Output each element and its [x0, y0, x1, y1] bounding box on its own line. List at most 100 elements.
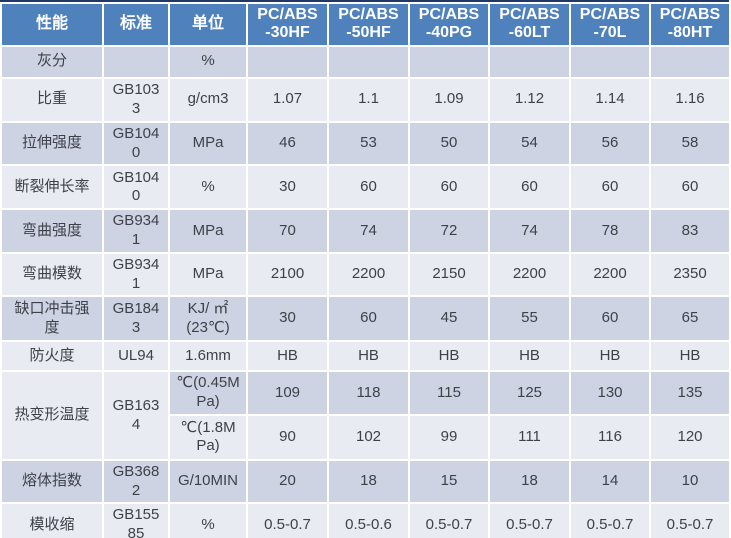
value-cell: 53 [327, 120, 410, 167]
standard-cell [102, 44, 170, 79]
standard-cell: GB3682 [102, 458, 170, 505]
value-cell: 60 [327, 164, 410, 211]
value-cell: 60 [327, 295, 410, 343]
property-cell: 灰分 [0, 44, 104, 79]
standard-cell: GB15585 [102, 502, 170, 538]
value-cell: 72 [408, 208, 490, 254]
unit-cell: 1.6mm [168, 340, 248, 373]
unit-cell: MPa [168, 120, 248, 167]
value-cell: HB [246, 340, 329, 373]
value-cell: 58 [649, 120, 731, 167]
value-cell: 135 [649, 370, 731, 416]
value-cell: 115 [408, 370, 490, 416]
value-cell: 109 [246, 370, 329, 416]
table-row: ℃(1.8MPa) 90 102 99 111 116 120 [1, 413, 731, 461]
standard-cell: GB1040 [102, 164, 170, 211]
header-grade-60lt: PC/ABS -60LT [488, 2, 571, 47]
value-cell: 30 [246, 295, 329, 343]
value-cell: 0.5-0.7 [569, 502, 651, 538]
unit-cell: g/cm3 [168, 76, 248, 123]
property-cell: 热变形温度 [0, 370, 104, 461]
value-cell: HB [649, 340, 731, 373]
property-cell: 熔体指数 [0, 458, 104, 505]
property-cell: 拉伸强度 [0, 120, 104, 167]
value-cell: 118 [327, 370, 410, 416]
value-cell: 2200 [327, 251, 410, 298]
value-cell: 1.16 [649, 76, 731, 123]
value-cell [649, 44, 731, 79]
value-cell: 125 [488, 370, 571, 416]
value-cell: HB [327, 340, 410, 373]
value-cell: 130 [569, 370, 651, 416]
standard-cell: GB9341 [102, 208, 170, 254]
value-cell: 1.14 [569, 76, 651, 123]
standard-cell: GB1033 [102, 76, 170, 123]
unit-cell: % [168, 164, 248, 211]
value-cell: 74 [327, 208, 410, 254]
property-cell: 防火度 [0, 340, 104, 373]
value-cell: 78 [569, 208, 651, 254]
value-cell: 90 [246, 413, 329, 461]
value-cell: 2200 [569, 251, 651, 298]
value-cell: 15 [408, 458, 490, 505]
table-row: 弯曲强度 GB9341 MPa 70 74 72 74 78 83 [0, 208, 731, 254]
value-cell: 60 [649, 164, 731, 211]
value-cell: 60 [569, 164, 651, 211]
property-cell: 断裂伸长率 [0, 164, 104, 211]
property-cell: 模收缩 [0, 502, 104, 538]
table-row: 热变形温度 GB1634 ℃(0.45MPa) 109 118 115 125 130 135 [0, 370, 731, 461]
unit-cell: % [168, 502, 248, 538]
header-grade-30hf: PC/ABS -30HF [246, 2, 329, 47]
standard-cell: GB1843 [102, 295, 170, 343]
value-cell: 0.5-0.7 [246, 502, 329, 538]
value-cell: 2100 [246, 251, 329, 298]
value-cell: 55 [488, 295, 571, 343]
standard-cell: GB9341 [102, 251, 170, 298]
unit-cell: MPa [168, 251, 248, 298]
value-cell: 2150 [408, 251, 490, 298]
unit-cell: % [168, 44, 248, 79]
unit-cell: MPa [168, 208, 248, 254]
value-cell [327, 44, 410, 79]
table-body: 灰分% 比重 GB1033 g/cm3 1.07 1.1 1.09 1.12 1.14 1.16 拉… [0, 44, 731, 538]
value-cell: 116 [569, 413, 651, 461]
header-row: 性能 标准 单位 PC/ABS -30HF PC/ABS -50HF PC/AB… [0, 2, 731, 47]
value-cell: 56 [569, 120, 651, 167]
table-row: 断裂伸长率 GB1040% 30 60 60 60 60 60 [0, 164, 731, 211]
value-cell: HB [408, 340, 490, 373]
value-cell: 18 [488, 458, 571, 505]
value-cell: 30 [246, 164, 329, 211]
header-property: 性能 [0, 2, 104, 47]
table-row: 防火度 UL94 1.6mm HB HB HB HB HB HB [0, 340, 731, 373]
value-cell: 65 [649, 295, 731, 343]
header-standard: 标准 [102, 2, 170, 47]
header-grade-40pg: PC/ABS -40PG [408, 2, 490, 47]
value-cell: 60 [408, 164, 490, 211]
value-cell: 99 [408, 413, 490, 461]
value-cell: 74 [488, 208, 571, 254]
header-unit: 单位 [168, 2, 248, 47]
value-cell: 14 [569, 458, 651, 505]
value-cell: 0.5-0.6 [327, 502, 410, 538]
value-cell: 1.07 [246, 76, 329, 123]
value-cell: HB [569, 340, 651, 373]
table-row: 熔体指数 GB3682 G/10MIN 20 18 15 18 14 10 [0, 458, 731, 505]
value-cell: 20 [246, 458, 329, 505]
property-cell: 弯曲模数 [0, 251, 104, 298]
header-grade-50hf: PC/ABS -50HF [327, 2, 410, 47]
value-cell: 54 [488, 120, 571, 167]
value-cell: 102 [327, 413, 410, 461]
value-cell: 1.1 [327, 76, 410, 123]
table-row: 弯曲模数 GB9341 MPa 2100 2200 2150 2200 2200 2350 [0, 251, 731, 298]
value-cell: 0.5-0.7 [408, 502, 490, 538]
standard-cell: UL94 [102, 340, 170, 373]
table-row: 灰分% [0, 44, 731, 79]
value-cell: 50 [408, 120, 490, 167]
value-cell: 83 [649, 208, 731, 254]
unit-cell: G/10MIN [168, 458, 248, 505]
unit-cell: ℃(0.45MPa) [168, 370, 248, 416]
property-cell: 比重 [0, 76, 104, 123]
value-cell: 10 [649, 458, 731, 505]
standard-cell: GB1634 [102, 370, 170, 461]
